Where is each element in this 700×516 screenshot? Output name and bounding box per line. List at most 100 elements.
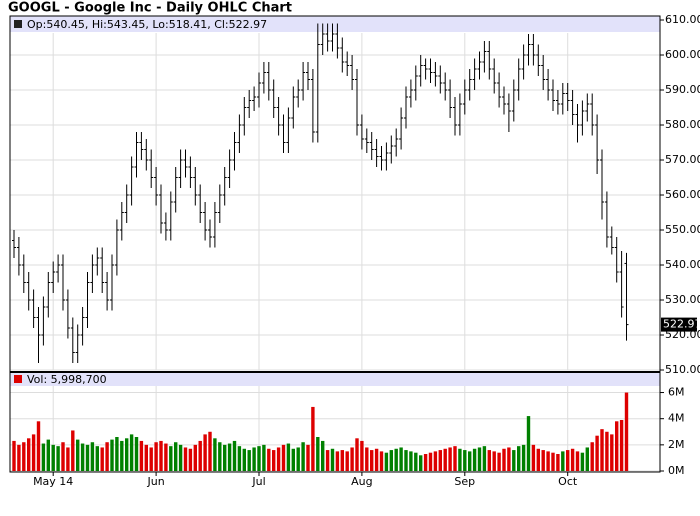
volume-bar: [370, 450, 374, 471]
y-tick-label: 530.00: [665, 293, 700, 306]
volume-bar: [316, 437, 320, 471]
volume-bar: [350, 447, 354, 471]
volume-bar: [134, 437, 139, 471]
volume-bar: [379, 451, 384, 471]
volume-bar: [458, 448, 462, 471]
volume-bar: [301, 442, 305, 471]
volume-bar: [159, 440, 163, 471]
x-tick-label: Oct: [558, 475, 578, 488]
y-tick-label: 540.00: [665, 258, 700, 271]
volume-bar: [120, 440, 124, 471]
volume-bar: [423, 454, 428, 471]
volume-bar: [360, 440, 364, 471]
volume-bar: [188, 448, 193, 471]
volume-bar: [27, 438, 31, 471]
volume-bar: [610, 434, 614, 471]
volume-bar: [139, 440, 144, 471]
volume-bar: [296, 447, 300, 471]
y-tick-label: 590.00: [665, 83, 700, 96]
volume-bar: [291, 448, 295, 471]
volume-bar: [154, 442, 158, 471]
volume-bar: [399, 447, 403, 471]
volume-bar: [414, 452, 418, 471]
volume-bar: [110, 439, 114, 471]
price-icon: [14, 20, 22, 28]
volume-bar: [178, 444, 183, 471]
volume-bar: [428, 452, 433, 471]
volume-bar: [472, 448, 477, 471]
volume-bar: [600, 429, 604, 471]
y-tick-label: 560.00: [665, 188, 700, 201]
volume-bar: [531, 444, 536, 471]
volume-bar: [17, 444, 21, 471]
volume-bar: [409, 451, 413, 471]
volume-bar: [502, 448, 506, 471]
volume-bar: [31, 434, 36, 471]
volume-bar: [325, 450, 330, 471]
volume-bar: [223, 444, 227, 471]
volume-bar: [340, 450, 344, 471]
volume-bar: [355, 438, 359, 471]
volume-bar: [232, 440, 237, 471]
volume-bar: [570, 448, 575, 471]
volume-bar: [330, 448, 335, 471]
volume-bar: [71, 430, 75, 471]
volume-bar: [286, 443, 291, 471]
volume-bar: [193, 444, 197, 471]
volume-bar: [105, 442, 109, 471]
y-tick-label: 600.00: [665, 48, 700, 61]
volume-bar: [468, 451, 472, 471]
plot-frame: [9, 15, 661, 473]
y-tick-label: 4M: [668, 412, 685, 425]
volume-bar: [453, 446, 457, 471]
volume-bar: [218, 442, 222, 471]
volume-bar: [12, 440, 16, 471]
volume-bar: [90, 442, 95, 471]
volume-bar: [580, 452, 585, 471]
volume-bar: [389, 450, 393, 471]
volume-bar: [281, 444, 286, 471]
x-tick-label: Sep: [454, 475, 475, 488]
volume-bar: [492, 451, 496, 471]
last-price-label: 522.97: [663, 318, 700, 331]
volume-bar: [36, 421, 41, 471]
volume-bar: [335, 451, 340, 471]
volume-bar: [203, 434, 207, 471]
volume-bar: [551, 452, 555, 471]
volume-bar: [311, 406, 315, 471]
y-tick-label: 2M: [668, 438, 685, 451]
volume-bar: [541, 450, 545, 471]
volume-bar: [438, 450, 442, 471]
x-tick-label: Jul: [251, 475, 265, 488]
x-tick-label: Jun: [147, 475, 165, 488]
volume-bar: [321, 440, 325, 471]
volume-bar: [615, 421, 619, 471]
volume-bar: [561, 451, 565, 471]
volume-bar: [394, 448, 398, 471]
volume-label: Vol: 5,998,700: [27, 373, 107, 386]
volume-bar: [619, 420, 624, 471]
volume-bar: [242, 448, 246, 471]
volume-bar: [556, 454, 560, 471]
price-header: [10, 16, 660, 32]
volume-bar: [85, 444, 90, 471]
volume-bar: [306, 444, 310, 471]
volume-bar: [419, 455, 423, 471]
volume-bar: [605, 431, 609, 471]
volume-header: [10, 373, 660, 386]
volume-bar: [463, 450, 467, 471]
volume-bar: [198, 440, 202, 471]
volume-bar: [546, 451, 550, 471]
volume-bar: [585, 447, 589, 471]
volume-bar: [624, 392, 629, 471]
volume-bar: [149, 447, 153, 471]
volume-bar: [56, 446, 60, 471]
y-tick-label: 510.00: [665, 363, 700, 376]
volume-bar: [590, 442, 594, 471]
volume-bar: [365, 447, 369, 471]
volume-bar: [22, 442, 26, 471]
volume-bar: [433, 451, 438, 471]
volume-bar: [267, 448, 271, 471]
volume-bar: [237, 446, 242, 471]
